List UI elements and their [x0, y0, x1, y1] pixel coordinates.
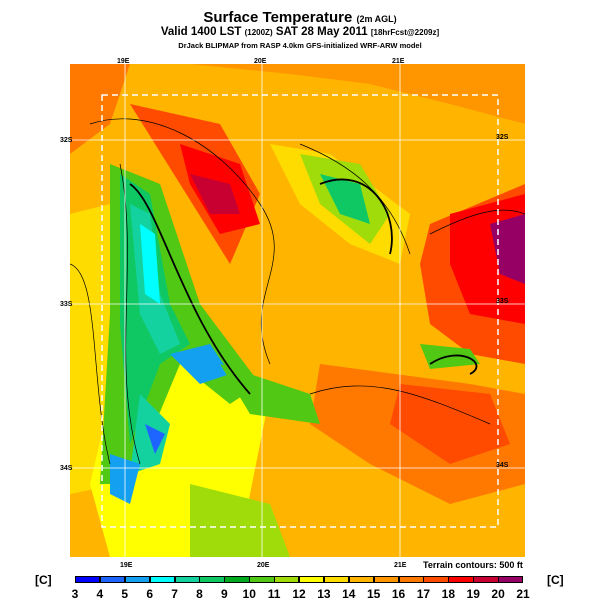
lon-label: 19E	[120, 562, 133, 569]
colorbar-swatch	[149, 576, 176, 583]
unit-label-left: [C]	[35, 573, 52, 587]
lon-label: 21E	[394, 562, 407, 569]
lat-label: 34S	[496, 462, 509, 469]
colorbar-tick: 13	[317, 587, 331, 601]
colorbar-tick: 20	[491, 587, 505, 601]
colorbar-tick: 9	[220, 587, 228, 601]
colorbar-tick: 21	[516, 587, 530, 601]
temperature-map	[70, 64, 525, 557]
colorbar-swatch	[423, 576, 449, 583]
map-title: Surface Temperature (2m AGL)	[0, 9, 600, 26]
colorbar-swatch	[348, 576, 375, 583]
lat-label: 32S	[496, 134, 509, 141]
colorbar-tick: 3	[71, 587, 79, 601]
lon-label: 20E	[257, 562, 270, 569]
colorbar-swatch	[299, 576, 325, 583]
lon-label: 21E	[392, 58, 405, 65]
colorbar-swatch	[323, 576, 350, 583]
colorbar-tick: 15	[366, 587, 381, 601]
colorbar-tick: 18	[441, 587, 455, 601]
colorbar-swatch	[274, 576, 300, 583]
colorbar-swatch	[373, 576, 400, 583]
colorbar-swatch	[224, 576, 250, 583]
colorbar-tick: 11	[267, 587, 281, 601]
terrain-note: Terrain contours: 500 ft	[423, 560, 523, 570]
lat-label: 32S	[60, 137, 73, 144]
valid-time: Valid 1400 LST (1200Z) SAT 28 May 2011 […	[0, 26, 600, 38]
lat-label: 33S	[60, 301, 73, 308]
lat-label: 33S	[496, 298, 509, 305]
colorbar-tick: 14	[342, 587, 356, 601]
lon-label: 20E	[254, 58, 267, 65]
colorbar-swatch	[124, 576, 151, 583]
valid-text: Valid 1400 LST	[160, 26, 242, 38]
lon-label: 19E	[117, 58, 130, 65]
colorbar-tick: 16	[391, 587, 406, 601]
credit: DrJack BLIPMAP from RASP 4.0km GFS-initi…	[178, 41, 422, 50]
colorbar-swatch	[174, 576, 200, 583]
colorbar-tick: 10	[242, 587, 256, 601]
colorbar-tick: 7	[171, 587, 178, 601]
colorbar-swatch	[199, 576, 225, 583]
colorbar-tick: 12	[292, 587, 306, 601]
forecast-text: [18hrFcst@2209z]	[370, 28, 440, 37]
colorbar-swatch	[398, 576, 424, 583]
unit-label-right: [C]	[547, 573, 564, 587]
colorbar-tick: 8	[196, 587, 203, 601]
colorbar-swatch	[473, 576, 499, 583]
colorbar-tick: 4	[96, 587, 104, 601]
colorbar-tick: 19	[466, 587, 480, 601]
valid-utc: (1200Z)	[244, 28, 273, 37]
colorbar-swatch	[498, 576, 524, 583]
colorbar-tick: 17	[416, 587, 431, 601]
colorbar-swatch	[448, 576, 474, 583]
colorbar-tick: 5	[121, 587, 129, 601]
title-text: Surface Temperature	[203, 9, 353, 26]
title-note: (2m AGL)	[356, 14, 397, 24]
colorbar-tick: 6	[146, 587, 153, 601]
lat-label: 34S	[60, 465, 73, 472]
date-text: SAT 28 May 2011	[275, 26, 368, 38]
colorbar-swatch	[99, 576, 126, 583]
colorbar-swatch	[249, 576, 275, 583]
colorbar-swatch	[75, 576, 101, 583]
